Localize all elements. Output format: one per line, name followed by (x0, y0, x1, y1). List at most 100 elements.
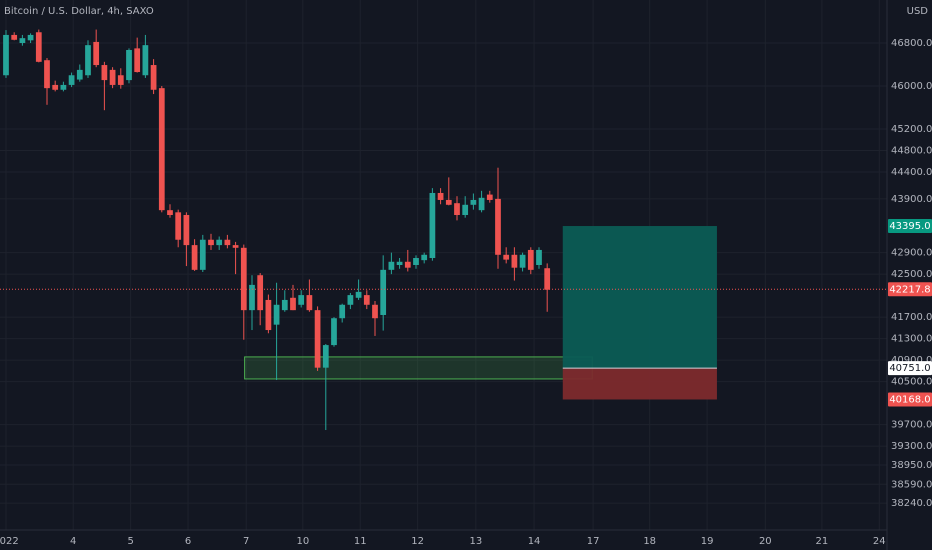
y-tick-label: 46800.0 (891, 38, 932, 49)
candle-body (216, 239, 223, 246)
candle-body (454, 203, 460, 216)
x-tick-label: 18 (643, 536, 656, 547)
price-badge-label: 42217.8 (889, 284, 930, 295)
price-badge (888, 282, 932, 297)
y-tick-label: 45200.0 (891, 124, 932, 135)
candle-body (76, 69, 83, 80)
candle-body (413, 258, 419, 265)
candle-body (511, 254, 518, 268)
candle-body (470, 199, 477, 205)
y-tick-label: 39300.0 (891, 441, 932, 452)
y-tick-label: 42500.0 (891, 269, 932, 280)
candle-body (3, 34, 9, 76)
candle-body (462, 204, 469, 216)
candle-body (27, 34, 34, 41)
plot-area (0, 29, 887, 431)
position-target (562, 226, 717, 369)
axes: 46800.0 46000.0 45200.0 44800.0 44400.0 43900… (0, 38, 932, 547)
x-tick-label: 24 (873, 536, 886, 547)
candle-body (331, 318, 337, 346)
x-tick-label: 7 (243, 536, 249, 547)
price-badge (888, 392, 932, 407)
chart-title: Bitcoin / U.S. Dollar, 4h, SAXO (4, 6, 154, 17)
candle-body (208, 239, 214, 246)
candle-body (536, 249, 542, 265)
candle-body (60, 84, 67, 90)
candle-body (142, 45, 149, 76)
candle-body (183, 215, 190, 246)
y-tick-label: 40900.0 (891, 355, 932, 366)
candle-body (322, 345, 329, 368)
candle-body (437, 192, 444, 200)
candle-body (314, 310, 321, 368)
candle-body (191, 245, 198, 270)
candle-body (478, 197, 485, 211)
candle-body (134, 48, 141, 73)
candle-body (19, 38, 26, 44)
candle-body (11, 34, 18, 40)
candle-body (273, 304, 280, 325)
x-tick-label: 13 (469, 536, 482, 547)
candle-body (519, 254, 526, 268)
candle-body (347, 295, 354, 305)
candle-body (249, 284, 255, 311)
y-axis-label: USD (907, 6, 929, 17)
candle-body (93, 41, 100, 66)
y-tick-label: 44400.0 (891, 167, 932, 178)
candle-body (224, 239, 231, 246)
candle-body (486, 194, 493, 200)
candle-body (44, 60, 50, 89)
candle-body (544, 268, 551, 290)
candle-body (52, 84, 59, 90)
candle-body (421, 254, 428, 261)
y-tick-label: 41700.0 (891, 312, 932, 323)
y-tick-label: 43900.0 (891, 194, 932, 205)
y-tick-label: 44800.0 (891, 146, 932, 157)
candle-body (167, 210, 173, 216)
candle-body (372, 304, 378, 319)
candle-body (527, 249, 534, 270)
candle-body (85, 45, 91, 76)
y-tick-label: 40500.0 (891, 377, 932, 388)
candle-body (290, 297, 296, 311)
y-tick-label: 38950.0 (891, 460, 932, 471)
candle-body (281, 299, 288, 311)
candle-body (363, 295, 370, 305)
candle-body (257, 275, 264, 311)
candle-body (495, 198, 501, 255)
candle-body (339, 304, 346, 319)
y-tick-label: 39700.0 (891, 420, 932, 431)
candle-body (101, 65, 108, 81)
y-tick-label: 38590.0 (891, 479, 932, 490)
x-tick-label: 6 (185, 536, 191, 547)
candle-body (126, 49, 132, 81)
candle-body (445, 199, 452, 205)
candle-body (158, 88, 165, 211)
candle-body (380, 269, 387, 315)
candle-body (429, 192, 436, 259)
position-stop (562, 368, 717, 400)
x-tick-label: 21 (816, 536, 829, 547)
candle-body (355, 291, 362, 298)
x-tick-label: 14 (528, 536, 541, 547)
candle-body (232, 245, 239, 248)
candle-body (404, 261, 411, 268)
candle-body (240, 247, 247, 311)
candle-body (306, 295, 313, 311)
candle-body (150, 65, 157, 90)
x-tick-label: 10 (296, 536, 309, 547)
candle-body (388, 261, 395, 270)
y-tick-label: 41300.0 (891, 334, 932, 345)
x-tick-label: 12 (411, 536, 424, 547)
x-tick-label: 11 (354, 536, 367, 547)
candle-body (265, 299, 272, 331)
candle-body (68, 75, 75, 85)
x-tick-label: 2022 (0, 536, 19, 547)
zone (244, 356, 593, 380)
x-tick-label: 5 (127, 536, 133, 547)
price-badge-label: 40751.0 (889, 363, 930, 374)
candle-body (503, 254, 510, 260)
